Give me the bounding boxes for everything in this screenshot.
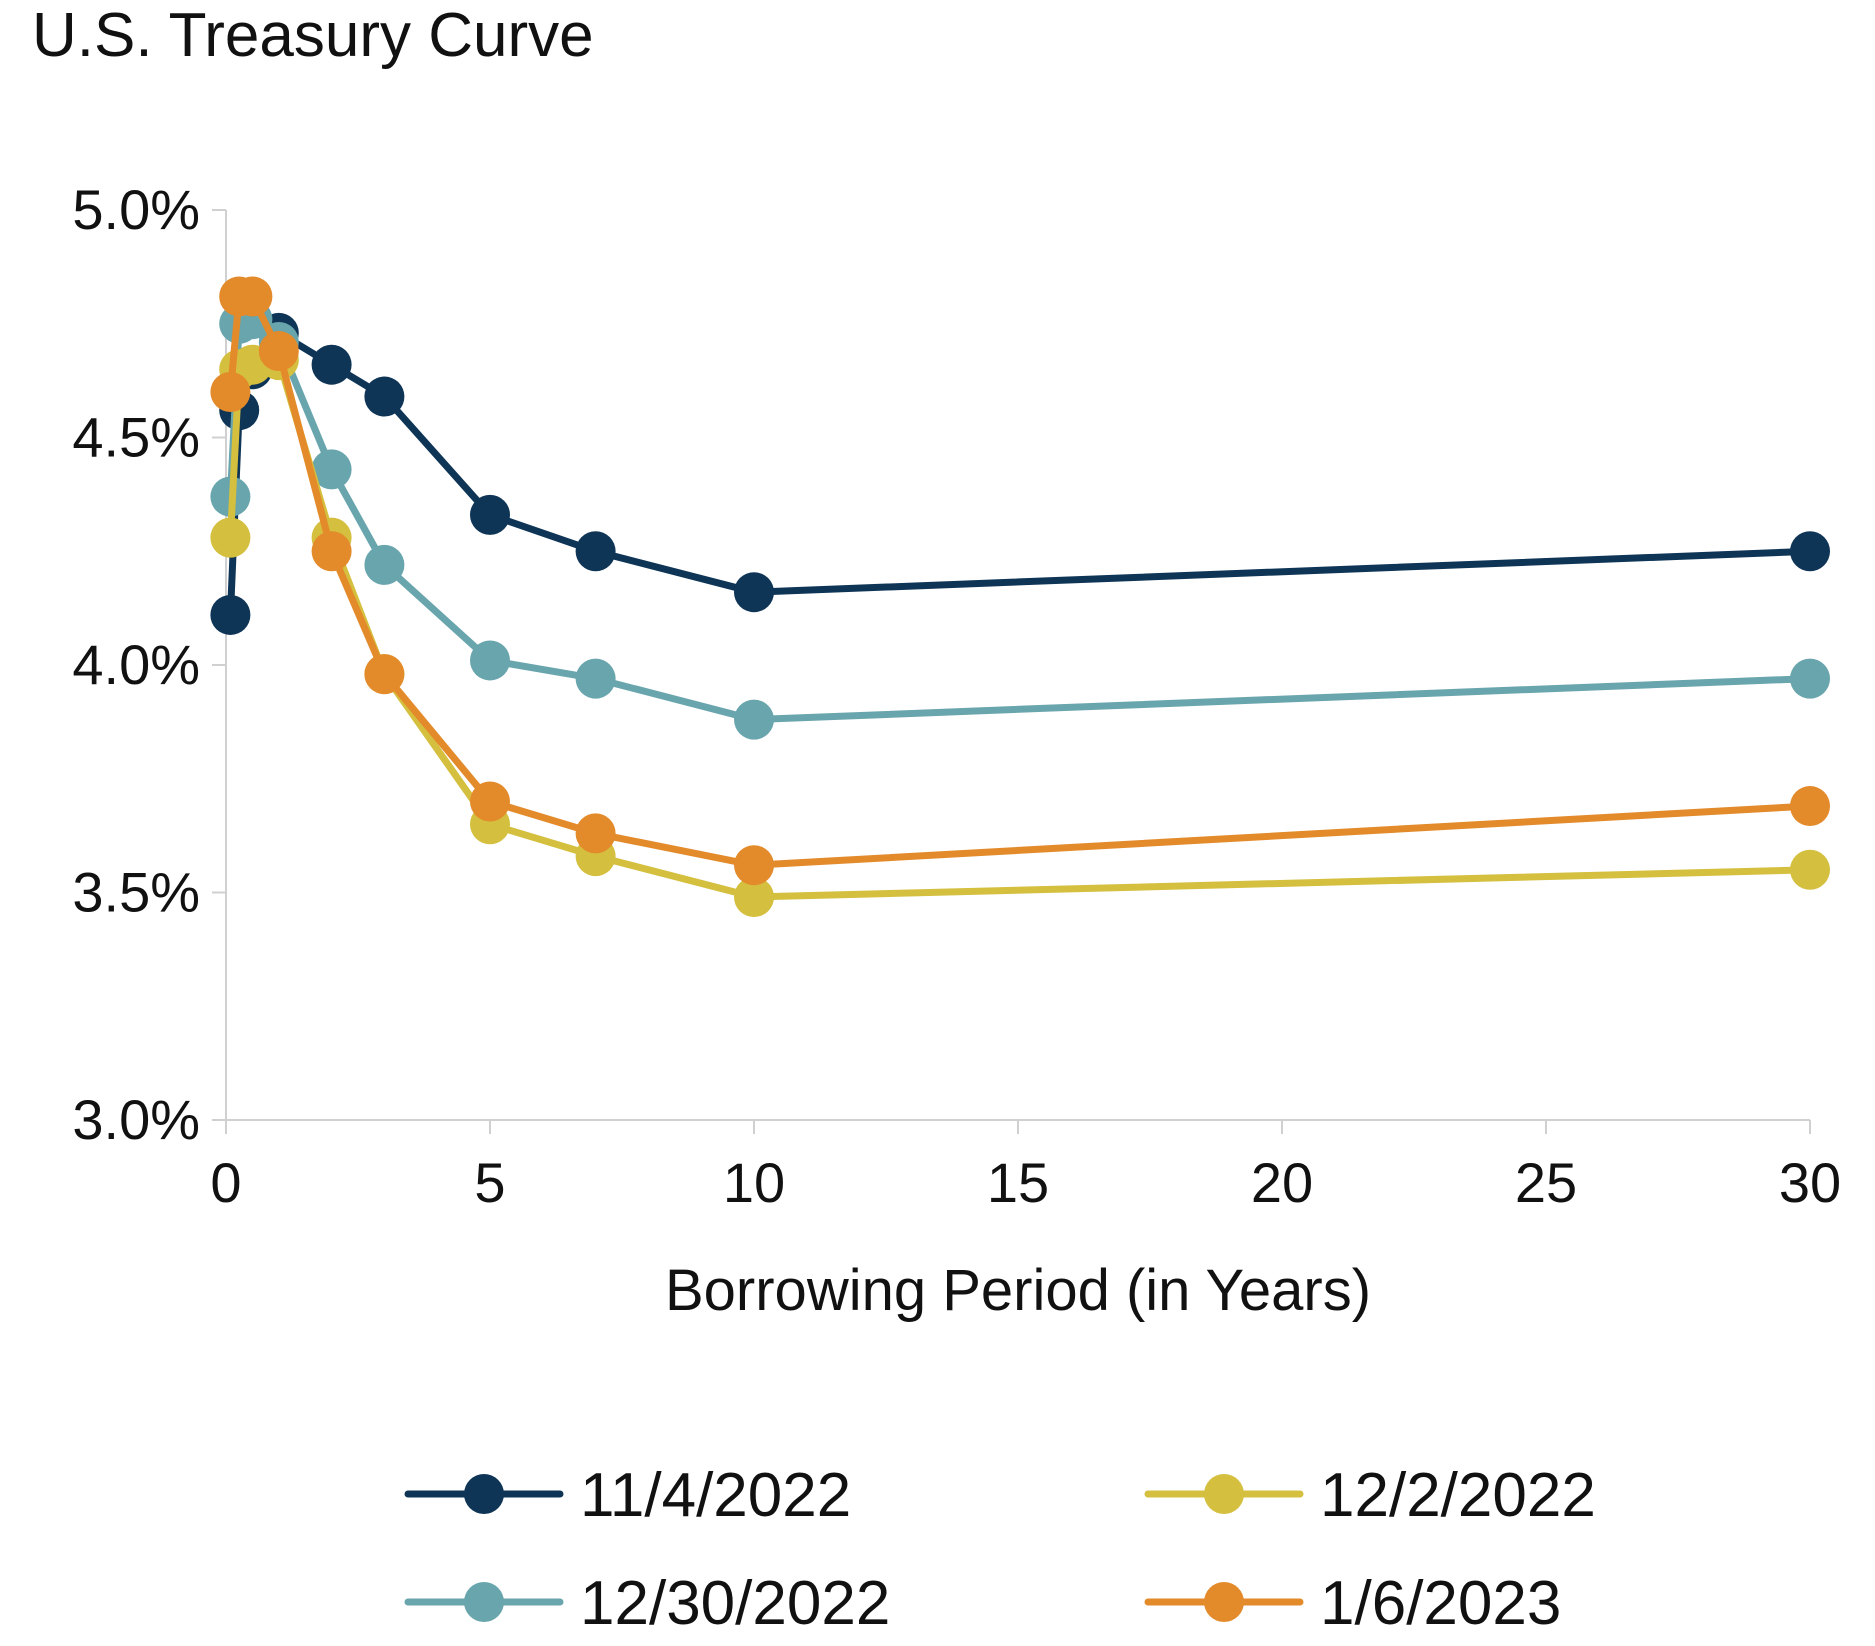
chart-title: U.S. Treasury Curve — [32, 1, 594, 70]
data-point — [575, 658, 616, 699]
data-point — [311, 531, 352, 572]
x-tick-label: 30 — [1779, 1151, 1841, 1214]
data-point — [470, 494, 510, 535]
axes — [225, 210, 1810, 1121]
data-point — [210, 517, 251, 558]
y-ticks: 3.0% 3.5% 4.0% 4.5% 5.0% — [72, 178, 226, 1151]
legend-label: 11/4/2022 — [580, 1461, 851, 1530]
series-3 — [210, 299, 1830, 740]
data-point — [734, 877, 774, 918]
x-tick-label: 0 — [210, 1151, 241, 1214]
data-point — [575, 813, 616, 854]
data-point — [1790, 531, 1830, 572]
x-ticks: 0 5 10 15 20 25 30 — [210, 1120, 1841, 1214]
legend-item: 12/30/2022 — [404, 1569, 890, 1638]
data-point — [470, 640, 510, 681]
series-4 — [210, 276, 1830, 886]
series-line — [226, 329, 1814, 619]
x-tick-label: 10 — [723, 1151, 785, 1214]
y-tick-label: 3.0% — [72, 1088, 200, 1151]
x-tick-label: 5 — [474, 1151, 505, 1214]
legend-label: 12/30/2022 — [580, 1569, 890, 1638]
data-point — [311, 344, 352, 385]
x-axis-title: Borrowing Period (in Years) — [665, 1258, 1371, 1323]
legend: 11/4/2022 12/2/2022 12/30/2022 1/6/2023 — [404, 1461, 1596, 1638]
data-point — [311, 449, 352, 490]
data-point — [1790, 658, 1830, 699]
legend-swatch-marker — [1204, 1582, 1244, 1622]
data-point — [1790, 849, 1830, 890]
data-point — [364, 654, 405, 695]
y-tick-label: 4.0% — [72, 633, 200, 696]
y-tick-label: 3.5% — [72, 861, 200, 924]
data-point — [364, 544, 405, 585]
legend-swatch-marker — [1204, 1474, 1244, 1514]
data-point — [364, 376, 405, 417]
series-plot-area — [210, 276, 1830, 918]
legend-item: 11/4/2022 — [404, 1461, 851, 1530]
x-tick-label: 20 — [1251, 1151, 1313, 1214]
data-point — [575, 531, 616, 572]
series-1 — [210, 312, 1830, 635]
data-point — [232, 276, 273, 317]
legend-label: 12/2/2022 — [1320, 1461, 1596, 1530]
data-point — [734, 572, 774, 613]
x-tick-label: 15 — [987, 1151, 1049, 1214]
data-point — [210, 372, 251, 412]
data-point — [210, 594, 251, 635]
legend-swatch-marker — [464, 1582, 504, 1622]
series-line — [226, 315, 1814, 724]
data-point — [1790, 786, 1830, 827]
legend-item: 1/6/2023 — [1144, 1569, 1561, 1638]
legend-item: 12/2/2022 — [1144, 1461, 1596, 1530]
data-point — [734, 699, 774, 740]
x-tick-label: 25 — [1515, 1151, 1577, 1214]
data-point — [258, 331, 299, 372]
y-tick-label: 5.0% — [72, 178, 200, 241]
legend-swatch-marker — [464, 1474, 504, 1514]
y-tick-label: 4.5% — [72, 406, 200, 469]
data-point — [734, 845, 774, 886]
data-point — [470, 781, 510, 822]
legend-label: 1/6/2023 — [1320, 1569, 1561, 1638]
